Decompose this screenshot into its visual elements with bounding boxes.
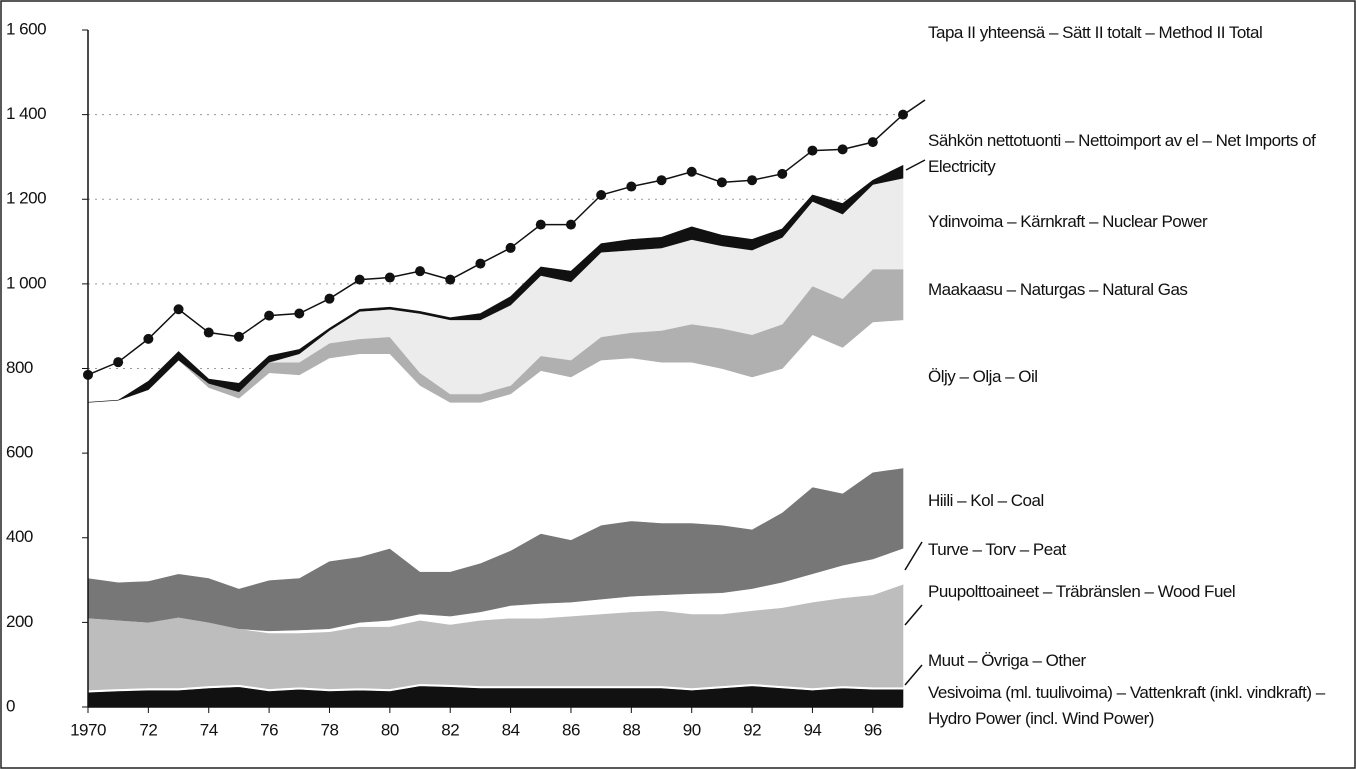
total-point [173,304,184,315]
x-tick-label: 96 [864,720,882,739]
total-point [656,175,667,186]
x-tick-label: 84 [502,720,520,739]
x-tick-label: 72 [139,720,157,739]
y-tick-label: 800 [6,358,33,377]
y-tick-label: 200 [6,612,33,631]
legend-label: Sähkön nettotuonti – Nettoimport av el –… [928,131,1316,176]
x-tick-label: 76 [260,720,278,739]
total-point [777,168,788,179]
total-point [233,331,244,342]
total-point [113,357,124,368]
legend-label: Maakaasu – Naturgas – Natural Gas [928,280,1188,299]
area [87,685,904,708]
total-point [354,274,365,285]
total-point [384,272,395,283]
arrow [904,541,923,571]
total-point [716,177,727,188]
total-point [264,310,275,321]
y-tick-label: 1 400 [6,104,46,123]
arrow [904,604,923,626]
arrow [904,664,923,686]
x-tick-label: 92 [743,720,761,739]
total-point [294,308,305,319]
x-tick-label: 78 [321,720,339,739]
legend-label: Turve – Torv – Peat [928,540,1066,559]
total-point [867,137,878,148]
total-point [203,327,214,338]
total-line [87,114,904,376]
total-point [686,166,697,177]
y-tick-label: 600 [6,443,33,462]
x-tick-label: 88 [622,720,640,739]
plot: 0 200 400 600 800 1 000 1 200 1 400 1 600 1970 72 7… [6,19,908,739]
total-point [535,219,546,230]
x-tick-label: 82 [441,720,459,739]
legend-label: Vesivoima (ml. tuulivoima) – Vattenkraft… [928,683,1325,728]
x-tick-label: 74 [200,720,218,739]
total-point [324,293,335,304]
x-tick-label: 80 [381,720,399,739]
y-tick-label: 1 000 [6,273,46,292]
legend-label: Tapa II yhteensä – Sätt II totalt – Meth… [928,23,1263,42]
total-point [807,145,818,156]
total-point [505,242,516,253]
y-tick-label: 1 600 [6,19,46,38]
total-point [445,274,456,285]
legend-label: Hiili – Kol – Coal [928,491,1044,510]
x-tick-label: 86 [562,720,580,739]
x-tick-label: 1970 [70,720,106,739]
y-tick-label: 0 [6,696,15,715]
total-point [565,219,576,230]
area [87,164,904,403]
arrow [905,159,926,171]
y-tick-label: 400 [6,527,33,546]
total-point [415,266,426,277]
y-tick-label: 1 200 [6,189,46,208]
x-tick-label: 94 [803,720,821,739]
total-point [475,258,486,269]
legend-label: Muut – Övriga – Other [928,651,1086,670]
legend-label: Puupolttoaineet – Träbränslen – Wood Fue… [928,582,1236,601]
arrows [904,99,926,686]
total-point [596,190,607,201]
legend-label: Ydinvoima – Kärnkraft – Nuclear Power [928,212,1208,231]
total-point [898,109,908,120]
x-tick-label: 90 [683,720,701,739]
arrow [905,99,926,114]
total-point [626,181,637,192]
legend-label: Öljy – Olja – Oil [928,367,1038,386]
total-point [747,175,758,186]
total-point [143,333,154,344]
total-point [837,144,848,155]
